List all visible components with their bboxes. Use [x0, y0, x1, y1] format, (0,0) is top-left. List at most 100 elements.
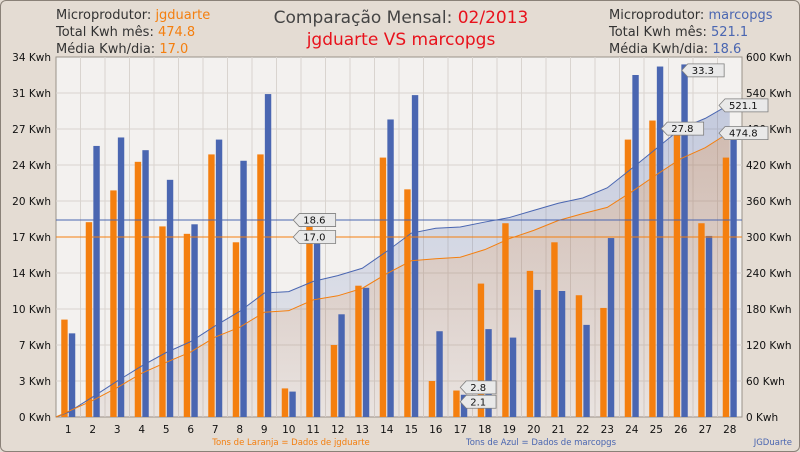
x-tick-label: 7: [212, 424, 219, 436]
bar-jgduarte: [624, 139, 632, 417]
bar-jgduarte: [208, 154, 215, 418]
bar-jgduarte: [502, 223, 509, 417]
bar-marcopgs: [558, 291, 566, 417]
y-right-tick-label: 420 Kwh: [746, 160, 792, 172]
x-tick-label: 28: [723, 424, 736, 436]
bar-marcopgs: [387, 119, 394, 418]
y-left-tick-label: 14 Kwh: [12, 268, 51, 280]
bar-marcopgs: [142, 150, 149, 418]
x-tick-label: 16: [429, 424, 443, 436]
x-tick-label: 10: [282, 424, 295, 436]
right-total-value: 521.1: [710, 25, 749, 40]
callout-average-marcopgs: 18.6: [303, 216, 325, 227]
y-left-tick-label: 31 Kwh: [12, 88, 51, 100]
bar-marcopgs: [313, 237, 321, 417]
callout-max-marcopgs-box: [681, 63, 725, 78]
bar-jgduarte: [355, 285, 362, 417]
y-right-tick-label: 120 Kwh: [746, 340, 792, 352]
bar-jgduarte: [183, 233, 191, 417]
y-right-tick-label: 0 Kwh: [746, 412, 778, 424]
y-left-tick-label: 34 Kwh: [12, 52, 51, 64]
title-period: 02/2013: [457, 8, 529, 28]
x-tick-label: 3: [114, 424, 121, 436]
x-tick-label: 13: [356, 424, 369, 436]
bar-jgduarte: [134, 161, 142, 417]
bar-marcopgs: [485, 329, 492, 417]
right-avg-value: 18.6: [712, 42, 742, 57]
callout-max-jgduarte: 27.8: [671, 124, 693, 135]
y-left-tick-label: 27 Kwh: [12, 124, 51, 136]
bar-marcopgs: [411, 95, 419, 417]
bar-jgduarte: [649, 120, 656, 417]
left-total-label: Total Kwh mês:: [56, 25, 154, 40]
bar-marcopgs: [656, 66, 664, 417]
bar-marcopgs: [362, 287, 370, 417]
callout-total-marcopgs-box: [718, 98, 769, 113]
x-tick-label: 8: [236, 424, 243, 436]
x-tick-label: 25: [650, 424, 663, 436]
left-producer-label: Microprodutor:: [56, 8, 152, 23]
right-total-label: Total Kwh mês:: [609, 25, 707, 40]
bar-marcopgs: [240, 160, 247, 417]
cumulative-line-jgduarte: [55, 131, 731, 418]
y-left-tick-label: 3 Kwh: [19, 376, 51, 388]
left-header: Microprodutor: jgduarte Total Kwh mês: 4…: [56, 7, 210, 58]
y-left-tick-label: 20 Kwh: [12, 196, 51, 208]
callout-total-marcopgs: 521.1: [729, 101, 758, 112]
y-right-tick-label: 600 Kwh: [746, 52, 792, 64]
y-left-tick-label: 7 Kwh: [19, 340, 51, 352]
left-producer-name: jgduarte: [155, 8, 211, 23]
right-producer-name: marcopgs: [708, 8, 773, 23]
bar-marcopgs: [681, 64, 688, 417]
bar-jgduarte: [526, 270, 534, 417]
bar-marcopgs: [436, 331, 443, 417]
x-tick-label: 9: [261, 424, 268, 436]
callout-min-marcopgs-box: [459, 394, 497, 409]
x-tick-label: 15: [405, 424, 418, 436]
y-right-tick-label: 300 Kwh: [746, 232, 792, 244]
x-tick-label: 1: [65, 424, 72, 436]
bar-marcopgs: [215, 139, 223, 417]
x-tick-label: 4: [138, 424, 145, 436]
callout-min-marcopgs: 2.1: [470, 397, 486, 408]
callout-max-marcopgs: 33.3: [692, 66, 714, 77]
bar-marcopgs: [264, 94, 272, 417]
y-left-tick-label: 17 Kwh: [12, 232, 51, 244]
right-header: Microprodutor: marcopgs Total Kwh mês: 5…: [609, 7, 773, 58]
bar-marcopgs: [534, 289, 541, 417]
bar-jgduarte: [110, 190, 117, 417]
bar-jgduarte: [600, 307, 607, 417]
title-prefix: Comparação Mensal:: [273, 8, 453, 28]
footer-legend-jgduarte: Tons de Laranja = Dados de jgduarte: [211, 438, 370, 448]
bar-marcopgs: [93, 145, 100, 418]
callout-average-marcopgs-box: [292, 213, 337, 227]
x-tick-label: 2: [89, 424, 96, 436]
x-tick-label: 18: [478, 424, 491, 436]
x-tick-label: 5: [163, 424, 170, 436]
right-avg-label: Média Kwh/dia:: [609, 42, 709, 57]
bar-marcopgs: [68, 333, 76, 417]
bar-marcopgs: [166, 179, 174, 417]
x-tick-label: 23: [601, 424, 614, 436]
bar-jgduarte: [477, 283, 485, 417]
x-tick-label: 14: [380, 424, 394, 436]
bar-jgduarte: [379, 157, 387, 417]
bar-jgduarte: [306, 226, 313, 417]
bar-marcopgs: [607, 238, 615, 417]
bar-jgduarte: [281, 388, 289, 417]
y-left-tick-label: 0 Kwh: [19, 412, 51, 424]
x-tick-label: 21: [552, 424, 565, 436]
x-tick-label: 26: [674, 424, 688, 436]
y-right-tick-label: 540 Kwh: [746, 88, 792, 100]
chart-title: Comparação Mensal: 02/2013 jgduarte VS m…: [251, 7, 551, 51]
y-right-tick-label: 180 Kwh: [746, 304, 792, 316]
bar-jgduarte: [673, 131, 681, 417]
x-tick-label: 20: [527, 424, 540, 436]
bar-jgduarte: [453, 390, 460, 417]
x-tick-label: 24: [625, 424, 639, 436]
callout-average-jgduarte-box: [292, 230, 337, 244]
bar-marcopgs: [338, 314, 345, 417]
footer-credit: JGDuarte: [753, 438, 792, 448]
x-tick-label: 12: [331, 424, 344, 436]
